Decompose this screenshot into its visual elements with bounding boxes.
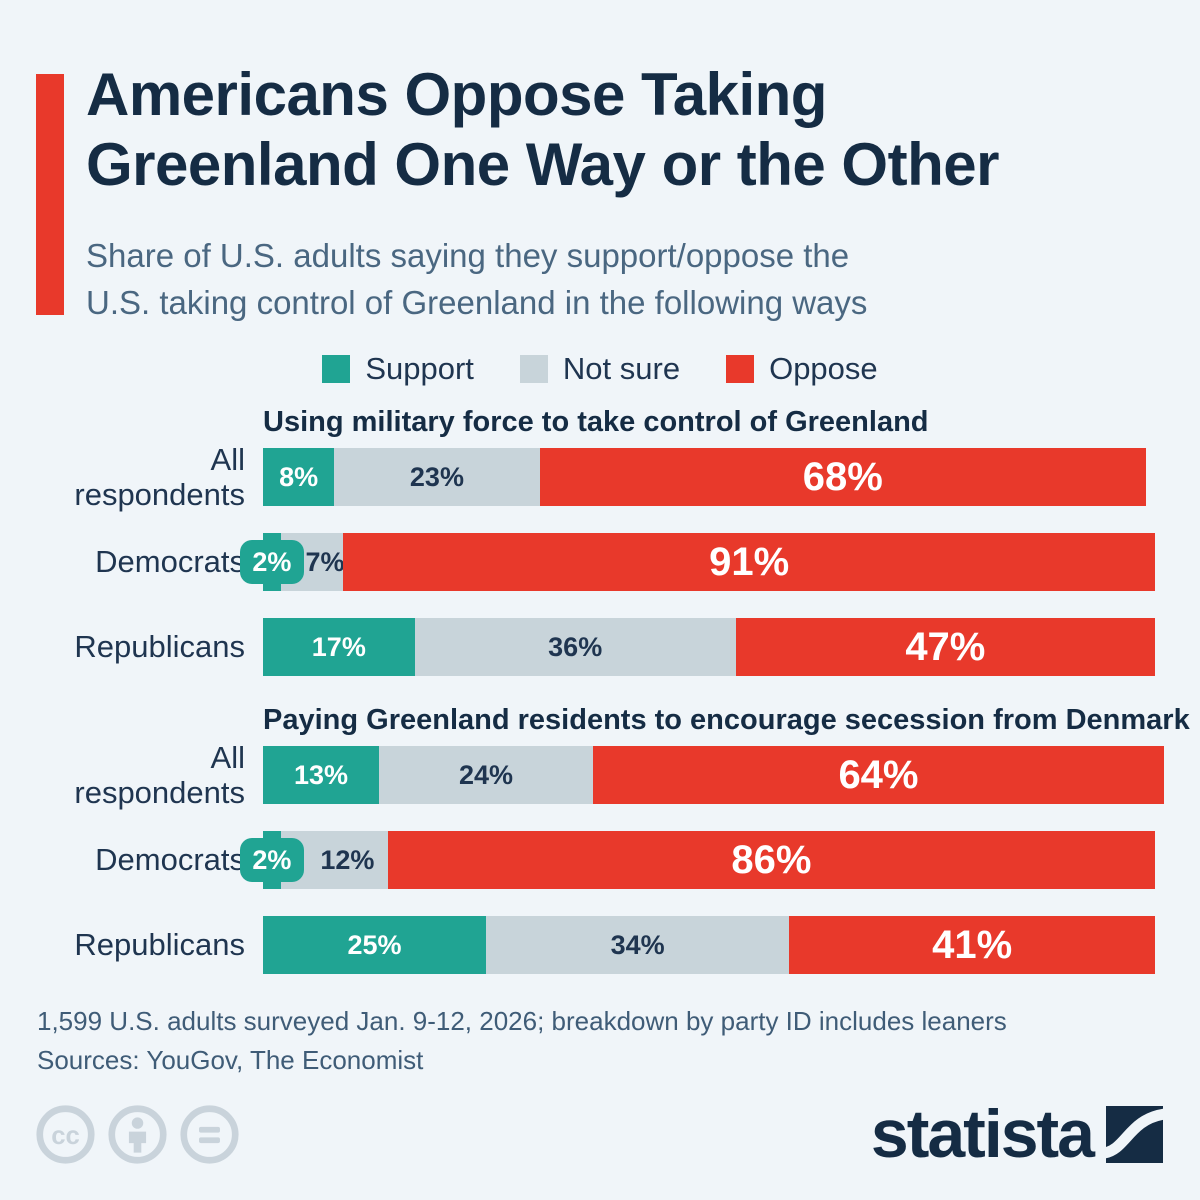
bar-segment-not-sure: 34%	[486, 916, 790, 974]
bar-segment-oppose: 41%	[789, 916, 1155, 974]
row-label: Republicans	[74, 927, 245, 963]
legend-label-oppose: Oppose	[769, 351, 878, 386]
segment-value-label: 8%	[279, 461, 319, 492]
bar-track: 2% 12% 86%	[239, 831, 1155, 889]
survey-note: 1,599 U.S. adults surveyed Jan. 9-12, 20…	[37, 1006, 1007, 1036]
legend-label-support: Support	[365, 351, 474, 386]
bar-segment-support: 13%	[263, 746, 379, 804]
segment-value-label: 91%	[709, 539, 790, 584]
segment-value-label: 86%	[731, 837, 812, 882]
bar-row: Democrats 2% 7% 91%	[0, 533, 1200, 591]
segment-value-label: 34%	[610, 929, 665, 960]
bar-segment-support: 17%	[263, 618, 415, 676]
legend-label-not-sure: Not sure	[562, 351, 681, 386]
row-label: All respondents	[74, 739, 245, 810]
statista-logo-mark-icon	[1106, 1105, 1163, 1163]
segment-value-label: 13%	[293, 759, 348, 790]
bar-segment-not-sure: 36%	[414, 618, 736, 676]
support-swatch-icon	[322, 355, 351, 383]
bar-segment-oppose: 68%	[539, 448, 1147, 506]
bar-segment-support: 8%	[263, 448, 335, 506]
bar-segment-support: 2%	[239, 831, 304, 889]
bar-track: 25% 34% 41%	[263, 916, 1155, 974]
bar-row: All respondents 8% 23% 68%	[0, 442, 1200, 512]
statista-wordmark: statista	[870, 1096, 1095, 1172]
segment-value-label: 23%	[409, 461, 464, 492]
row-label: Democrats	[95, 544, 245, 580]
equals-icon	[180, 1105, 239, 1164]
segment-value-label: 12%	[320, 844, 375, 875]
segment-value-label: 17%	[311, 631, 366, 662]
callout-badge: 2%	[239, 540, 304, 584]
bar-segment-not-sure: 24%	[378, 746, 594, 804]
legend-item-support: Support	[322, 351, 474, 387]
segment-value-label: 24%	[458, 759, 514, 790]
segment-value-label: 25%	[347, 929, 402, 960]
callout-badge: 2%	[239, 838, 304, 882]
bar-row: All respondents 13% 24% 64%	[0, 740, 1200, 810]
bar-segment-oppose: 64%	[593, 746, 1164, 804]
stacked-bar-chart: Using military force to take control of …	[0, 405, 1200, 1001]
legend-item-not-sure: Not sure	[519, 351, 681, 387]
group-title: Using military force to take control of …	[263, 406, 929, 438]
row-label: Democrats	[95, 842, 245, 878]
segment-value-label: 36%	[548, 631, 603, 662]
bar-track: 13% 24% 64%	[263, 746, 1164, 804]
subtitle-line-2: U.S. taking control of Greenland in the …	[86, 283, 868, 321]
chart-group: Using military force to take control of …	[0, 405, 1200, 676]
bar-row: Democrats 2% 12% 86%	[0, 831, 1200, 889]
bar-segment-support: 2%	[239, 533, 304, 591]
license-icons: cc	[35, 1104, 240, 1165]
bar-track: 17% 36% 47%	[263, 618, 1155, 676]
bar-segment-not-sure: 23%	[334, 448, 540, 506]
legend: Support Not sure Oppose	[0, 351, 1200, 387]
page-subtitle: Share of U.S. adults saying they support…	[86, 233, 1146, 327]
title-line-1: Americans Oppose Taking	[86, 61, 827, 128]
segment-value-label: 7%	[305, 546, 345, 577]
sources-line: Sources: YouGov, The Economist	[37, 1045, 424, 1075]
segment-value-label: 41%	[932, 922, 1013, 967]
cc-icon: cc	[36, 1105, 95, 1164]
segment-value-label: 47%	[905, 624, 986, 669]
page-title: Americans Oppose Taking Greenland One Wa…	[86, 60, 1176, 200]
bar-track: 2% 7% 91%	[239, 533, 1155, 591]
accent-bar	[36, 74, 64, 315]
attribution-person-icon	[108, 1105, 167, 1164]
statista-logo: statista	[871, 1100, 1163, 1168]
bar-segment-support: 25%	[263, 916, 486, 974]
not-sure-swatch-icon	[519, 355, 548, 383]
bar-segment-oppose: 47%	[735, 618, 1155, 676]
footnote: 1,599 U.S. adults surveyed Jan. 9-12, 20…	[37, 1002, 1137, 1080]
title-line-2: Greenland One Way or the Other	[86, 131, 999, 199]
chart-group: Paying Greenland residents to encourage …	[0, 703, 1200, 974]
bar-segment-oppose: 91%	[343, 533, 1155, 591]
legend-item-oppose: Oppose	[726, 351, 878, 387]
bar-segment-oppose: 86%	[387, 831, 1155, 889]
bar-track: 8% 23% 68%	[263, 448, 1147, 506]
row-label: Republicans	[74, 629, 245, 665]
row-label: All respondents	[74, 441, 245, 512]
segment-value-label: 64%	[838, 752, 919, 797]
segment-value-label: 68%	[802, 454, 883, 499]
bar-row: Republicans 17% 36% 47%	[0, 618, 1200, 676]
oppose-swatch-icon	[726, 355, 755, 383]
svg-text:cc: cc	[51, 1122, 80, 1150]
subtitle-line-1: Share of U.S. adults saying they support…	[86, 237, 850, 274]
bar-row: Republicans 25% 34% 41%	[0, 916, 1200, 974]
group-title: Paying Greenland residents to encourage …	[263, 704, 1190, 736]
